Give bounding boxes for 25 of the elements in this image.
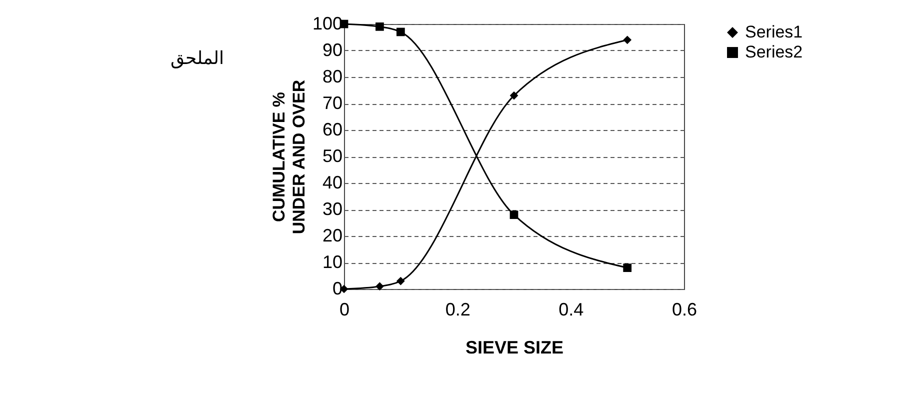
y-tick-label: 70 bbox=[322, 93, 342, 113]
y-tick-label: 30 bbox=[322, 199, 342, 219]
y-tick-label: 10 bbox=[322, 252, 342, 272]
y-tick-label: 80 bbox=[322, 66, 342, 86]
point bbox=[510, 210, 518, 219]
y-tick-label: 60 bbox=[322, 120, 342, 140]
point bbox=[376, 22, 384, 31]
point bbox=[510, 91, 518, 100]
y-tick-label: 40 bbox=[322, 172, 342, 192]
y-tick-label: 50 bbox=[322, 146, 342, 166]
point bbox=[376, 282, 384, 291]
x-tick-label: 0.6 bbox=[672, 300, 698, 320]
legend-label: Series1 bbox=[745, 22, 803, 42]
y-axis-title: CUMULATIVE % UNDER AND OVER bbox=[269, 80, 308, 234]
point bbox=[623, 36, 632, 44]
legend-label: Series2 bbox=[745, 42, 803, 62]
x-axis-title: SIEVE SIZE bbox=[465, 338, 564, 358]
point bbox=[396, 28, 405, 36]
x-tick-label: 0.2 bbox=[445, 300, 470, 320]
point bbox=[396, 276, 405, 286]
y-tick-label: 90 bbox=[322, 40, 342, 60]
x-tick-label: 0.4 bbox=[558, 300, 584, 320]
text: الملحق bbox=[170, 48, 224, 69]
y-tick-label: 20 bbox=[322, 226, 342, 246]
point bbox=[623, 264, 632, 272]
